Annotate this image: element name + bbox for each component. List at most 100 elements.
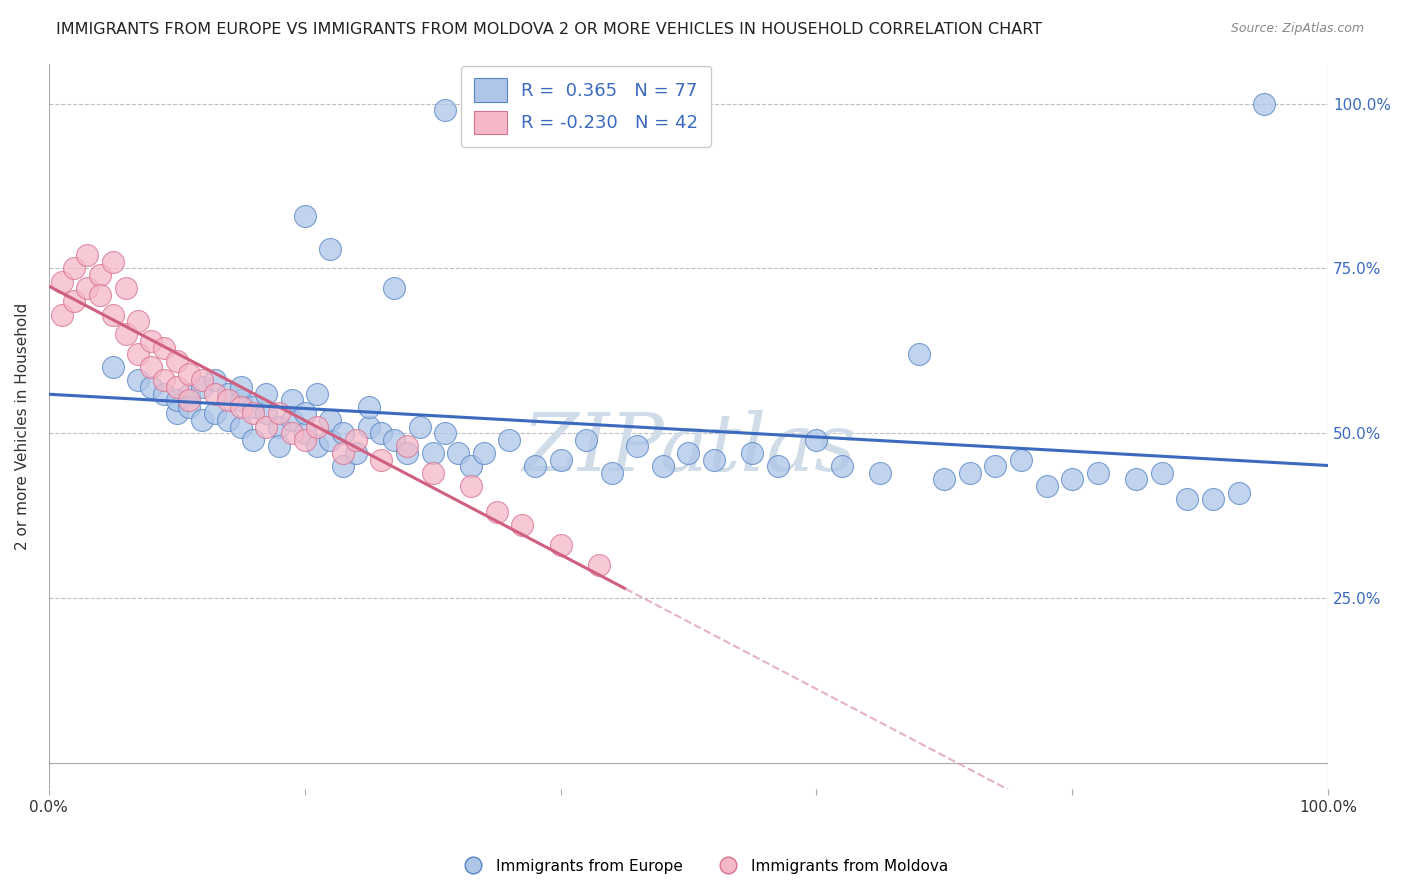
Point xyxy=(1035,479,1057,493)
Point xyxy=(588,558,610,572)
Point xyxy=(281,413,304,427)
Point xyxy=(460,459,482,474)
Point xyxy=(254,419,277,434)
Point xyxy=(217,413,239,427)
Text: IMMIGRANTS FROM EUROPE VS IMMIGRANTS FROM MOLDOVA 2 OR MORE VEHICLES IN HOUSEHOL: IMMIGRANTS FROM EUROPE VS IMMIGRANTS FRO… xyxy=(56,22,1042,37)
Point xyxy=(575,433,598,447)
Point xyxy=(76,248,98,262)
Point xyxy=(703,452,725,467)
Point xyxy=(1062,472,1084,486)
Point xyxy=(139,360,162,375)
Point xyxy=(229,400,252,414)
Point xyxy=(319,413,342,427)
Point xyxy=(382,433,405,447)
Point xyxy=(229,380,252,394)
Point xyxy=(357,419,380,434)
Point xyxy=(76,281,98,295)
Point xyxy=(127,314,149,328)
Point xyxy=(485,505,508,519)
Point xyxy=(600,466,623,480)
Point xyxy=(179,386,201,401)
Point xyxy=(51,308,73,322)
Legend: R =  0.365   N = 77, R = -0.230   N = 42: R = 0.365 N = 77, R = -0.230 N = 42 xyxy=(461,66,710,146)
Point xyxy=(550,538,572,552)
Point xyxy=(447,446,470,460)
Point xyxy=(139,380,162,394)
Text: ZIPatlas: ZIPatlas xyxy=(522,409,855,487)
Point xyxy=(806,433,828,447)
Point xyxy=(332,459,354,474)
Y-axis label: 2 or more Vehicles in Household: 2 or more Vehicles in Household xyxy=(15,303,30,550)
Point xyxy=(179,393,201,408)
Point xyxy=(344,433,367,447)
Point xyxy=(127,374,149,388)
Point xyxy=(626,439,648,453)
Point xyxy=(1253,96,1275,111)
Point xyxy=(1010,452,1032,467)
Point xyxy=(101,255,124,269)
Point xyxy=(678,446,700,460)
Point xyxy=(1227,485,1250,500)
Point xyxy=(332,446,354,460)
Point xyxy=(434,426,457,441)
Point xyxy=(370,426,392,441)
Point xyxy=(89,268,111,282)
Point xyxy=(166,380,188,394)
Point xyxy=(1202,492,1225,507)
Point xyxy=(267,406,290,420)
Point xyxy=(332,426,354,441)
Point xyxy=(204,374,226,388)
Point xyxy=(153,341,176,355)
Point xyxy=(907,347,929,361)
Point xyxy=(984,459,1007,474)
Point xyxy=(139,334,162,348)
Point xyxy=(267,419,290,434)
Point xyxy=(166,353,188,368)
Text: Source: ZipAtlas.com: Source: ZipAtlas.com xyxy=(1230,22,1364,36)
Point xyxy=(294,426,316,441)
Point xyxy=(217,393,239,408)
Point xyxy=(166,406,188,420)
Point xyxy=(114,327,136,342)
Point xyxy=(869,466,891,480)
Point xyxy=(395,446,418,460)
Point xyxy=(179,367,201,381)
Point xyxy=(422,446,444,460)
Point xyxy=(267,439,290,453)
Point xyxy=(51,275,73,289)
Point xyxy=(460,479,482,493)
Point xyxy=(1125,472,1147,486)
Point xyxy=(319,433,342,447)
Point xyxy=(294,433,316,447)
Point xyxy=(409,419,432,434)
Point xyxy=(550,452,572,467)
Point xyxy=(1150,466,1173,480)
Point xyxy=(114,281,136,295)
Legend: Immigrants from Europe, Immigrants from Moldova: Immigrants from Europe, Immigrants from … xyxy=(451,853,955,880)
Point xyxy=(242,406,264,420)
Point xyxy=(242,400,264,414)
Point xyxy=(101,360,124,375)
Point xyxy=(1087,466,1109,480)
Point xyxy=(166,393,188,408)
Point xyxy=(523,459,546,474)
Point xyxy=(307,386,329,401)
Point xyxy=(307,439,329,453)
Point xyxy=(434,103,457,118)
Point xyxy=(204,406,226,420)
Point xyxy=(281,393,304,408)
Point xyxy=(89,287,111,301)
Point xyxy=(63,294,86,309)
Point xyxy=(651,459,673,474)
Point xyxy=(204,386,226,401)
Point xyxy=(191,380,214,394)
Point xyxy=(422,466,444,480)
Point xyxy=(153,386,176,401)
Point xyxy=(357,400,380,414)
Point xyxy=(254,406,277,420)
Point xyxy=(741,446,763,460)
Point xyxy=(179,400,201,414)
Point xyxy=(281,426,304,441)
Point xyxy=(127,347,149,361)
Point xyxy=(294,209,316,223)
